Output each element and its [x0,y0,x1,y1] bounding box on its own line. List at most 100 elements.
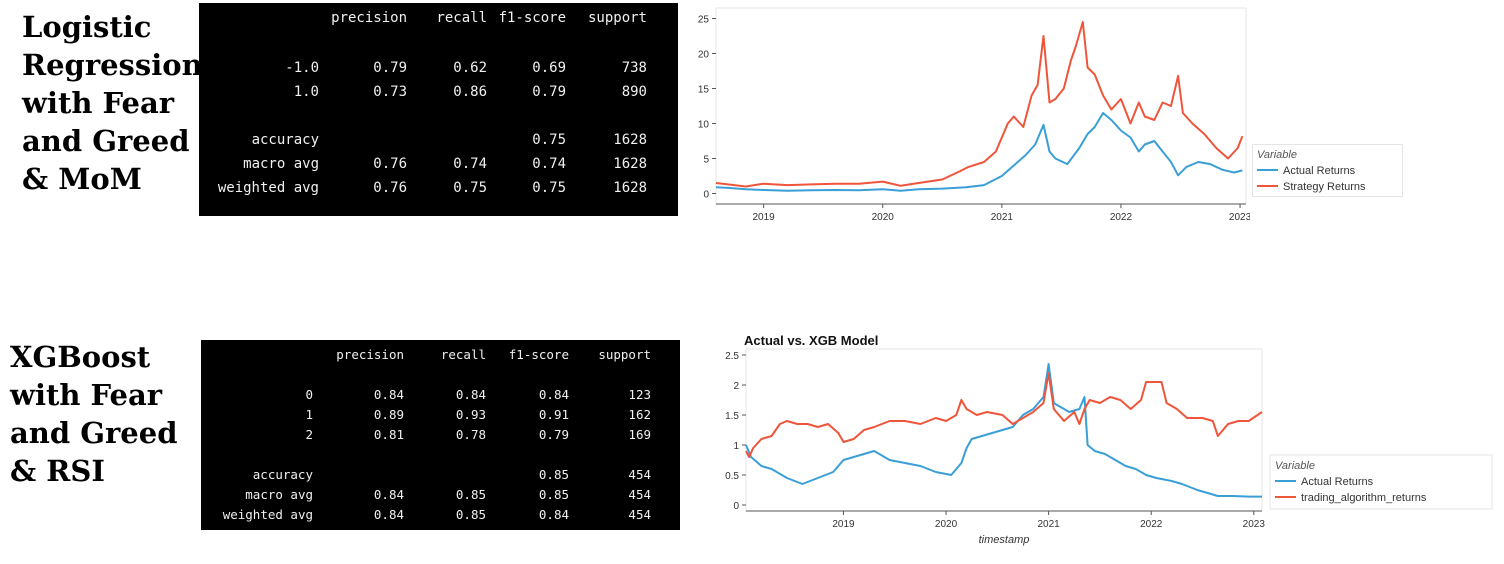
report-row-label: accuracy [252,467,313,482]
report-cell: 0.86 [453,84,487,100]
report-row-label: weighted avg [222,507,313,522]
x-tick-label: 2022 [1110,212,1133,222]
classification-report-logistic: precision recall f1-score support -1.0 0.79 0.… [199,3,678,216]
y-tick-label: 0 [733,501,739,512]
x-tick-label: 2021 [991,212,1014,222]
report-cell: 738 [621,60,647,76]
report-cell: 0.84 [455,387,486,402]
report-cell: 0.89 [373,407,404,422]
report-row-label: accuracy [251,132,319,148]
returns-chart-logistic: 0 5 10 15 20 25 2019 2020 2021 2022 2023 [698,7,1250,222]
report-cell: 0.74 [453,156,487,172]
report-row-label: 1 [305,407,313,422]
returns-chart-xgboost: 0 0.5 1 1.5 2 2.5 2019 2020 2021 2022 2023 Actual v… [725,333,1493,546]
report-cell: 0.81 [373,427,404,442]
series-line [745,363,1262,498]
report-row-label: 2 [305,427,313,442]
report-cell: 0.85 [455,487,486,502]
report-cell: 0.84 [373,387,404,402]
y-tick-label: 25 [698,15,710,26]
report-cell: 0.75 [532,180,566,196]
x-tick-label: 2021 [1037,519,1060,530]
report-cell: 0.62 [453,60,487,76]
series-line [715,112,1243,192]
report-cell: 0.85 [538,487,569,502]
report-header: recall [440,347,486,362]
series-line [715,21,1244,188]
report-cell: 0.69 [532,60,566,76]
report-header: precision [336,347,404,362]
report-row-label: 0 [305,387,313,402]
report-header: f1-score [508,347,569,362]
series-line [745,372,1263,458]
chart-title: Actual vs. XGB Model [744,333,878,348]
legend-entry: Strategy Returns [1283,181,1366,193]
report-cell: 0.85 [538,467,569,482]
report-cell: 0.93 [455,407,486,422]
legend-title: Variable [1257,149,1297,161]
classification-report-xgboost: precision recall f1-score support 0 0.84 0.84 0… [201,340,680,530]
legend-entry: Actual Returns [1283,165,1356,177]
report-cell: 0.79 [532,84,566,100]
x-tick-label: 2019 [753,212,776,222]
report-cell: 1628 [613,132,647,148]
report-cell: 0.75 [453,180,487,196]
report-cell: 169 [628,427,651,442]
report-row-label: macro avg [243,156,319,172]
report-header: recall [436,10,487,26]
legend-title: Variable [1275,460,1315,472]
y-tick-label: 0 [703,190,709,201]
report-row-label: macro avg [245,487,313,502]
report-cell: 0.84 [538,507,569,522]
x-tick-label: 2020 [872,212,895,222]
y-tick-label: 5 [703,155,709,166]
x-tick-label: 2023 [1243,519,1266,530]
y-tick-label: 2 [733,381,739,392]
plot-area [715,7,1247,205]
report-cell: 0.75 [532,132,566,148]
y-tick-label: 2.5 [725,351,739,362]
report-cell: 0.76 [373,180,407,196]
y-tick-label: 20 [698,50,710,61]
report-cell: 454 [628,467,651,482]
legend-box [1269,454,1493,510]
x-tick-label: 2020 [935,519,958,530]
section-title-xgboost: XGBoost with Fear and Greed & RSI [10,340,178,488]
report-cell: 0.76 [373,156,407,172]
y-tick-label: 1 [733,441,739,452]
y-tick-label: 15 [698,85,710,96]
report-header: f1-score [498,10,566,26]
y-tick-label: 0.5 [725,471,739,482]
report-cell: 0.74 [532,156,566,172]
report-cell: 0.78 [455,427,486,442]
x-tick-label: 2019 [832,519,855,530]
report-row-label: -1.0 [285,60,319,76]
report-cell: 162 [628,407,651,422]
legend-entry: trading_algorithm_returns [1301,492,1427,504]
report-cell: 0.84 [538,387,569,402]
report-header: support [598,347,651,362]
report-cell: 0.79 [373,60,407,76]
report-cell: 0.91 [538,407,569,422]
y-tick-label: 1.5 [725,411,739,422]
report-cell: 123 [628,387,651,402]
report-cell: 454 [628,487,651,502]
report-cell: 1628 [613,180,647,196]
report-cell: 454 [628,507,651,522]
y-tick-label: 10 [698,120,710,131]
x-tick-label: 2022 [1140,519,1163,530]
report-header: support [587,10,647,26]
report-cell: 890 [621,84,647,100]
x-axis-label: timestamp [979,534,1030,546]
report-row-label: 1.0 [293,84,319,100]
report-cell: 1628 [613,156,647,172]
report-cell: 0.73 [373,84,407,100]
report-header: precision [331,10,407,26]
report-cell: 0.84 [373,487,404,502]
legend-logistic: Variable Actual Returns Strategy Returns [1252,144,1403,197]
report-cell: 0.85 [455,507,486,522]
report-cell: 0.84 [373,507,404,522]
report-row-label: weighted avg [217,180,319,196]
section-title-logistic: Logistic Regression with Fear and Greed … [22,10,203,196]
legend-entry: Actual Returns [1301,476,1374,488]
